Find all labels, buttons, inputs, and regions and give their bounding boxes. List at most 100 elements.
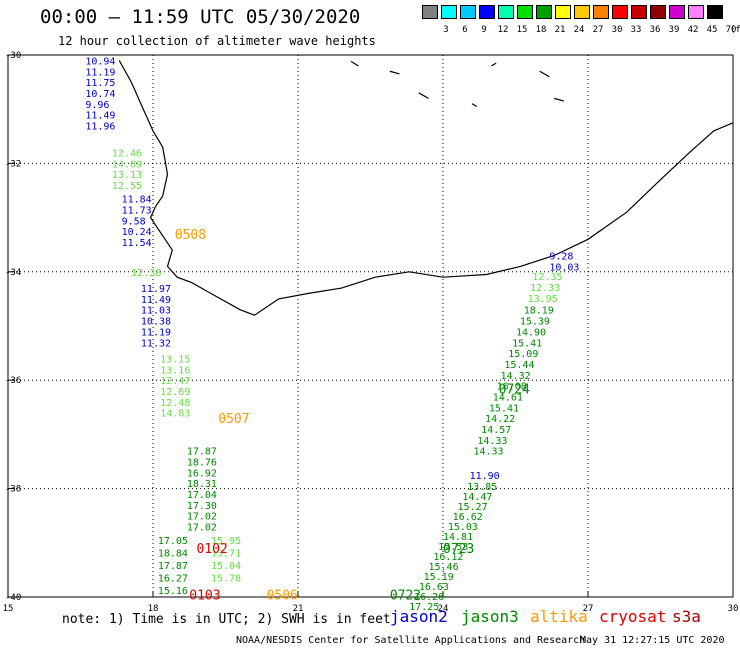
lat-tick-label: -30 (5, 51, 21, 61)
swh-label-jason2: 11.54 (122, 238, 152, 249)
pass-time-label: 0723 (443, 542, 474, 557)
swh-label-jason2: 11.19 (141, 327, 171, 338)
swh-label-jason2: 10.24 (122, 227, 152, 238)
swh-label-jason3: 14.32 (501, 371, 531, 382)
legend-swatch (422, 5, 438, 19)
swh-label-jason3: 15.78 (211, 573, 241, 584)
swh-label-jason3: 12.55 (112, 181, 142, 192)
swh-label-jason3: 14.33 (473, 447, 503, 458)
legend-label: 27 (592, 25, 604, 35)
legend-label: 12 (497, 25, 509, 35)
lon-tick-label: 15 (3, 604, 14, 614)
generation-timestamp: May 31 12:27:15 UTC 2020 (580, 635, 725, 646)
legend-cryosat: cryosat (599, 607, 667, 626)
legend-swatch (707, 5, 723, 19)
legend-label: 24 (573, 25, 585, 35)
swh-label-jason3: 13.16 (160, 365, 190, 376)
pass-time-label: 0722 (390, 588, 421, 603)
legend-swatch (441, 5, 457, 19)
legend-s3a: s3a (672, 607, 701, 626)
swh-label-jason3: 16.92 (187, 468, 217, 479)
swh-label-jason3: 14.57 (481, 425, 511, 436)
legend-swatch (574, 5, 590, 19)
swh-label-jason2: 11.32 (141, 338, 171, 349)
legend-swatch (669, 5, 685, 19)
swh-label-jason2: 9.58 (122, 216, 146, 227)
swh-label-jason3: 17.04 (187, 490, 217, 501)
legend-swatch (650, 5, 666, 19)
lon-tick-label: 30 (728, 604, 739, 614)
swh-label-jason3: 15.41 (489, 403, 519, 414)
swh-label-jason3: 13.71 (211, 549, 241, 560)
inland-feature (350, 60, 359, 67)
swh-label-jason2: 11.49 (85, 111, 115, 122)
map-gridlines (8, 55, 733, 597)
inland-feature (491, 62, 497, 67)
swh-label-jason3: 13.15 (160, 355, 190, 366)
swh-label-jason3: 15.46 (429, 562, 459, 573)
swh-label-jason2: 11.96 (85, 121, 115, 132)
swh-label-jason3: 16.12 (433, 552, 463, 563)
inland-feature (539, 70, 550, 78)
map-border (7, 54, 734, 598)
swh-label-jason3: 17.02 (187, 523, 217, 534)
swh-label-jason3: 18.31 (187, 479, 217, 490)
lon-tick-label: 27 (583, 604, 594, 614)
lon-tick-label: 24 (438, 604, 449, 614)
swh-label-jason2: 10.74 (85, 89, 115, 100)
lon-tick-label: 21 (293, 604, 304, 614)
swh-label-jason3: 18.84 (158, 549, 188, 560)
legend-swatch (631, 5, 647, 19)
swh-label-jason2: 11.73 (122, 205, 152, 216)
legend-label: 36 (649, 25, 661, 35)
swh-label-jason3: 14.81 (443, 532, 473, 543)
legend-label: 3 (443, 25, 449, 35)
swh-label-jason2: 11.90 (470, 471, 500, 482)
swh-label-jason3: 15.16 (158, 586, 188, 597)
swh-label-jason3: 16.26 (414, 592, 444, 603)
swh-label-jason3: 12.33 (530, 283, 560, 294)
pass-time-label: 0103 (189, 588, 220, 603)
swh-label-jason3: 12.38 (131, 268, 161, 279)
swh-label-jason3: 12.35 (532, 272, 562, 283)
swh-label-jason2: 11.75 (85, 78, 115, 89)
swh-label-jason3: 14.09 (112, 159, 142, 170)
swh-label-jason2: 11.49 (141, 295, 171, 306)
swh-label-jason3: 15.95 (211, 536, 241, 547)
legend-label: 30 (611, 25, 623, 35)
swh-label-jason3: 17.87 (158, 561, 188, 572)
pass-time-label: 0508 (175, 228, 206, 243)
swh-label-jason3: 16.08 (497, 382, 527, 393)
footer-note: note: 1) Time is in UTC; 2) SWH is in fe… (62, 612, 391, 627)
legend-swatch (593, 5, 609, 19)
swh-label-jason3: 14.47 (462, 492, 492, 503)
legend-swatch (612, 5, 628, 19)
legend-swatch (517, 5, 533, 19)
legend-altika: altika (530, 607, 588, 626)
swh-label-jason3: 17.25 (409, 602, 439, 613)
legend-swatch (479, 5, 495, 19)
inland-feature (471, 103, 478, 108)
swh-label-jason3: 16.27 (158, 573, 188, 584)
swh-label-jason3: 12.48 (160, 398, 190, 409)
credit-line: NOAA/NESDIS Center for Satellite Applica… (236, 635, 586, 646)
legend-swatch (460, 5, 476, 19)
swh-label-jason3: 18.19 (524, 306, 554, 317)
swh-label-jason3: 15.41 (512, 338, 542, 349)
lat-tick-label: -40 (5, 593, 21, 603)
swh-label-jason3: 14.33 (477, 436, 507, 447)
swh-label-jason3: 15.39 (520, 317, 550, 328)
swh-label-jason3: 12.47 (160, 376, 190, 387)
legend-label: 9 (481, 25, 487, 35)
pass-time-label: 0724 (499, 382, 530, 397)
swh-label-jason3: 15.53 (438, 542, 468, 553)
inland-feature (554, 97, 564, 102)
swh-label-jason3: 14.61 (493, 392, 523, 403)
swh-label-jason3: 17.02 (187, 512, 217, 523)
swh-label-jason2: 11.19 (85, 67, 115, 78)
legend-label: 39 (668, 25, 680, 35)
inland-feature (418, 92, 429, 99)
map-title: 00:00 – 11:59 UTC 05/30/2020 (40, 6, 361, 28)
